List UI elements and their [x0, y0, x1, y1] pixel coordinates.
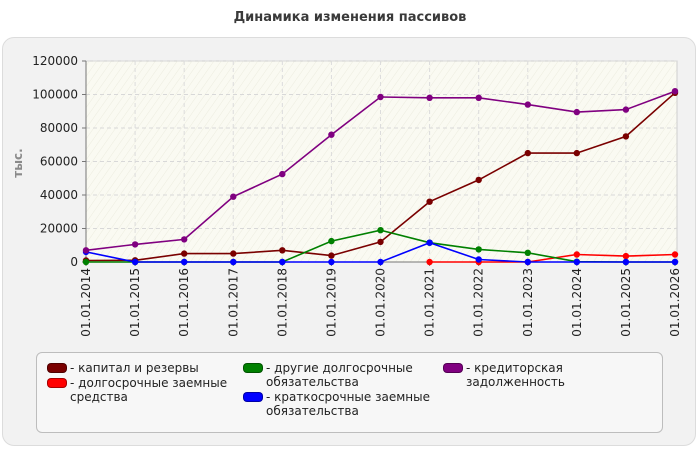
- data-point: [622, 252, 630, 260]
- data-point: [622, 106, 630, 113]
- x-tick-label: 01.01.2014: [79, 268, 93, 337]
- data-point: [131, 258, 139, 266]
- data-point: [524, 149, 531, 157]
- series-3: [82, 239, 679, 266]
- chart-title: Динамика изменения пассивов: [233, 10, 467, 25]
- data-point: [475, 94, 482, 102]
- legend-label: - кредиторская задолженность: [466, 361, 565, 389]
- legend-label: - долгосрочные заемные средства: [70, 376, 228, 404]
- data-point: [181, 250, 188, 257]
- data-point: [426, 258, 433, 266]
- legend-label: - краткосрочные заемные обязательства: [266, 390, 430, 418]
- y-tick-label: 120000: [32, 54, 78, 68]
- x-tick-label: 01.01.2015: [128, 268, 142, 337]
- data-point: [524, 258, 531, 266]
- data-point: [279, 170, 286, 178]
- data-point: [328, 131, 335, 138]
- data-point: [573, 149, 580, 157]
- data-point: [524, 101, 531, 108]
- x-tick-label: 01.01.2018: [275, 268, 289, 337]
- legend-label: - другие долгосрочные обязательства: [266, 361, 413, 389]
- legend-item: - капитал и резервы: [47, 361, 232, 375]
- series-line: [429, 253, 676, 263]
- data-point: [524, 249, 531, 256]
- legend-swatch: [47, 363, 67, 373]
- data-point: [426, 198, 433, 205]
- data-point: [377, 227, 384, 234]
- data-point: [622, 133, 630, 140]
- data-point: [377, 258, 384, 266]
- y-tick-labels: 0 20000 40000 60000 80000 100000 120000: [32, 54, 78, 269]
- legend-item: - краткосрочные заемные обязательства: [243, 390, 433, 418]
- x-tick-labels: 01.01.2014 01.01.2015 01.01.2016 01.01.2017…: [79, 268, 682, 337]
- data-point: [328, 252, 335, 259]
- y-tick-label: 80000: [40, 121, 78, 135]
- data-point: [475, 176, 482, 184]
- y-tick-label: 20000: [40, 222, 78, 236]
- series: [82, 88, 679, 266]
- y-tick-label: 100000: [32, 88, 78, 102]
- data-point: [377, 238, 384, 246]
- data-point: [573, 251, 580, 258]
- legend-swatch: [47, 378, 67, 388]
- data-point: [426, 239, 433, 246]
- data-point: [131, 241, 139, 248]
- x-tick-label: 01.01.2024: [570, 268, 584, 337]
- data-point: [328, 258, 335, 266]
- x-tick-label: 01.01.2026: [668, 268, 682, 337]
- series-4: [82, 88, 679, 254]
- x-tick-label: 01.01.2023: [521, 268, 535, 337]
- data-point: [475, 246, 482, 253]
- data-point: [377, 93, 384, 101]
- y-tick-label: 0: [70, 255, 78, 269]
- data-point: [181, 236, 188, 243]
- data-point: [671, 251, 679, 258]
- x-tick-label: 01.01.2021: [423, 268, 437, 337]
- x-tick-label: 01.01.2019: [324, 268, 338, 337]
- data-point: [181, 258, 188, 266]
- x-tick-label: 01.01.2017: [226, 268, 240, 337]
- data-point: [671, 88, 679, 95]
- y-axis-label: тыс.: [11, 148, 25, 177]
- x-tick-label: 01.01.2025: [619, 268, 633, 337]
- data-point: [230, 250, 237, 257]
- legend-swatch: [443, 363, 463, 373]
- data-point: [328, 237, 335, 245]
- data-point: [82, 258, 90, 266]
- data-point: [82, 247, 90, 254]
- x-tick-label: 01.01.2020: [374, 268, 388, 337]
- data-point: [573, 108, 580, 116]
- data-point: [671, 258, 679, 266]
- y-tick-label: 40000: [40, 188, 78, 202]
- y-tick-label: 60000: [40, 155, 78, 169]
- data-point: [622, 258, 630, 266]
- data-point: [279, 258, 286, 266]
- legend-label: - капитал и резервы: [70, 361, 199, 375]
- x-tick-label: 01.01.2016: [177, 268, 191, 337]
- legend-item: - кредиторская задолженность: [443, 361, 658, 389]
- legend: - капитал и резервы - долгосрочные заемн…: [36, 352, 663, 433]
- legend-swatch: [243, 392, 263, 402]
- legend-item: - другие долгосрочные обязательства: [243, 361, 433, 389]
- data-point: [573, 258, 580, 266]
- grid: [82, 60, 677, 266]
- legend-item: - долгосрочные заемные средства: [47, 376, 237, 404]
- legend-swatch: [243, 363, 263, 373]
- data-point: [426, 94, 433, 102]
- data-point: [230, 193, 237, 200]
- data-point: [279, 247, 286, 254]
- x-tick-label: 01.01.2022: [472, 268, 486, 337]
- data-point: [475, 256, 482, 263]
- data-point: [230, 258, 237, 266]
